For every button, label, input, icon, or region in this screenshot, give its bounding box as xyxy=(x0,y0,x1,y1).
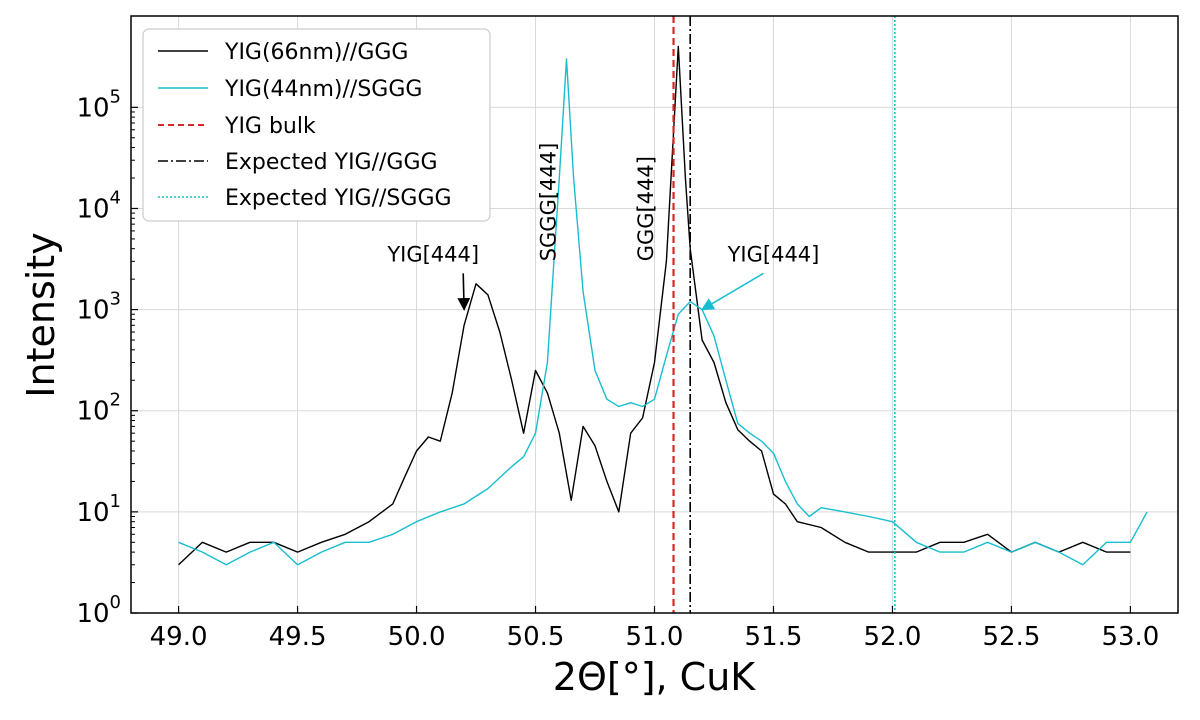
peak-label-2: SGGG[444] xyxy=(536,143,560,262)
x-tick-label: 51.0 xyxy=(626,622,684,652)
legend-label-yig44: YIG(44nm)//SGGG xyxy=(224,77,422,102)
x-tick-label: 50.0 xyxy=(388,622,446,652)
annotations: YIG[444] YIG[444] SGGG[444] GGG[444] xyxy=(386,143,820,311)
series-layer xyxy=(178,45,1148,566)
series-line-0 xyxy=(178,45,1131,566)
x-tick-label: 49.5 xyxy=(269,622,327,652)
peak-arrow-0 xyxy=(457,273,471,311)
legend-box xyxy=(142,28,491,222)
x-tick-label: 49.0 xyxy=(150,622,208,652)
legend-label-expected-sggg: Expected YIG//SGGG xyxy=(225,186,452,211)
x-tick-label: 51.5 xyxy=(745,622,803,652)
legend-label-expected-ggg: Expected YIG//GGG xyxy=(225,150,438,175)
axis-ticks: 49.0 49.5 50.0 50.5 51.0 51.5 52.0 52.5 53.01001… xyxy=(76,86,1159,652)
legend-label-yig-bulk: YIG bulk xyxy=(224,114,316,139)
x-tick-label: 53.0 xyxy=(1101,622,1159,652)
x-axis-title: 2Θ[°], CuK xyxy=(553,655,757,699)
x-tick-label: 52.0 xyxy=(864,622,922,652)
y-tick-label: 103 xyxy=(76,289,121,326)
x-tick-label: 50.5 xyxy=(507,622,565,652)
peak-label-1: YIG[444] xyxy=(727,242,820,266)
legend: YIG(66nm)//GGG YIG(44nm)//SGGG YIG bulk … xyxy=(142,28,491,222)
legend-label-yig66: YIG(66nm)//GGG xyxy=(224,40,408,65)
peak-label-0: YIG[444] xyxy=(386,242,479,266)
series-line-1 xyxy=(178,58,1148,566)
y-axis-title: Intensity xyxy=(19,232,63,397)
x-tick-label: 52.5 xyxy=(982,622,1040,652)
vline-layer xyxy=(672,16,896,613)
peak-label-3: GGG[444] xyxy=(634,156,658,261)
peak-arrow-1 xyxy=(700,272,764,311)
